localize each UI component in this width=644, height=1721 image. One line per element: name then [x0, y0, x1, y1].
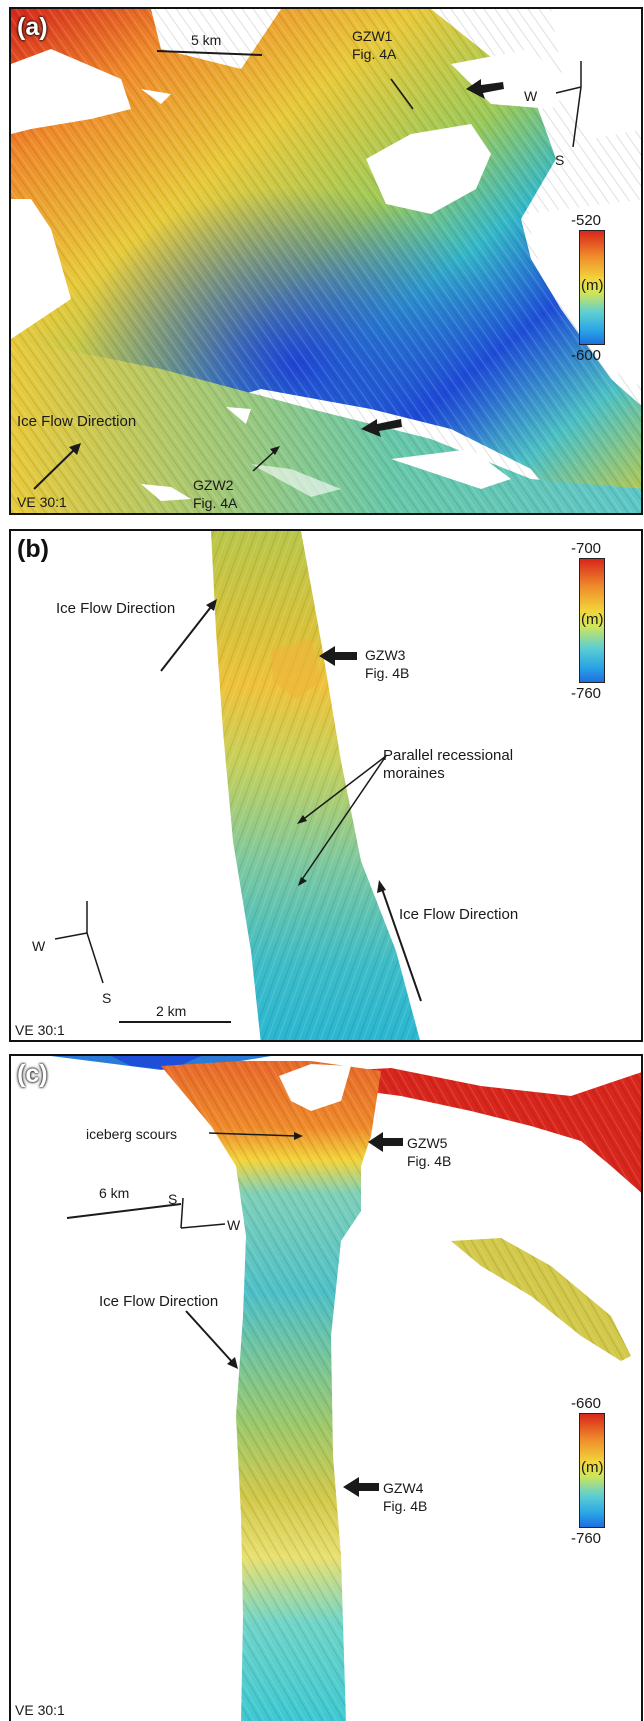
moraines-line1: Parallel recessional: [383, 747, 514, 764]
bathymetry-map-a: [11, 9, 641, 513]
gzw1-ref: Fig. 4A: [352, 46, 397, 62]
colorbar-max: -660: [571, 1395, 602, 1412]
gzw1-label: GZW1 Fig. 4A: [352, 27, 396, 63]
colorbar-min: -760: [571, 685, 602, 702]
gzw5-name: GZW5: [407, 1135, 448, 1151]
ve-label: VE 30:1: [17, 494, 67, 510]
gzw2-name: GZW2: [193, 477, 234, 493]
colorbar: [579, 1413, 605, 1528]
compass-s: S: [555, 152, 565, 168]
gzw3-label: GZW3 Fig. 4B: [365, 646, 409, 682]
panel-a: (a) 5 km GZW1 Fig. 4A W S -520 (m) -600 …: [9, 7, 643, 515]
ice-flow-label-right: Ice Flow Direction: [399, 906, 519, 923]
scale-label: 6 km: [99, 1185, 130, 1201]
scale-label: 2 km: [156, 1003, 187, 1019]
moraines-label: Parallel recessional moraines: [383, 747, 513, 783]
compass-s: S: [168, 1191, 178, 1207]
gzw3-ref: Fig. 4B: [365, 665, 410, 681]
compass-s: S: [102, 990, 112, 1006]
gzw5-ref: Fig. 4B: [407, 1153, 452, 1169]
colorbar-unit: (m): [581, 277, 604, 294]
compass-w: W: [32, 938, 46, 954]
compass-w: W: [227, 1217, 241, 1233]
gzw5-label: GZW5 Fig. 4B: [407, 1134, 451, 1170]
ve-label: VE 30:1: [15, 1702, 65, 1718]
compass-w: W: [524, 88, 538, 104]
gzw2-label: GZW2 Fig. 4A: [193, 476, 237, 512]
colorbar: [579, 230, 605, 345]
colorbar-max: -700: [571, 540, 602, 557]
gzw3-name: GZW3: [365, 647, 406, 663]
panel-label: (b): [17, 535, 49, 563]
gzw2-ref: Fig. 4A: [193, 495, 238, 511]
scours-label: iceberg scours: [86, 1126, 178, 1142]
gzw4-ref: Fig. 4B: [383, 1498, 428, 1514]
gzw1-name: GZW1: [352, 28, 393, 44]
bathymetry-map-c: [51, 1056, 641, 1721]
ve-label: VE 30:1: [15, 1022, 65, 1038]
colorbar-max: -520: [571, 212, 602, 229]
colorbar-min: -600: [571, 347, 602, 364]
gzw4-name: GZW4: [383, 1480, 424, 1496]
colorbar: [579, 558, 605, 683]
gzw4-label: GZW4 Fig. 4B: [383, 1479, 427, 1515]
panel-label: (a): [17, 13, 48, 41]
colorbar-min: -760: [571, 1530, 602, 1547]
panel-b: (b) Ice Flow Direction GZW3 Fig. 4B Para…: [9, 529, 643, 1042]
panel-label: (c): [17, 1060, 48, 1088]
ice-flow-label: Ice Flow Direction: [17, 413, 137, 430]
moraines-line2: moraines: [383, 765, 445, 782]
panel-c: (c) iceberg scours GZW5 Fig. 4B 6 km S W…: [9, 1054, 643, 1721]
colorbar-unit: (m): [581, 1459, 604, 1476]
ice-flow-label-left: Ice Flow Direction: [56, 600, 176, 617]
colorbar-unit: (m): [581, 611, 604, 628]
ice-flow-label: Ice Flow Direction: [99, 1293, 219, 1310]
scale-label: 5 km: [191, 32, 222, 48]
